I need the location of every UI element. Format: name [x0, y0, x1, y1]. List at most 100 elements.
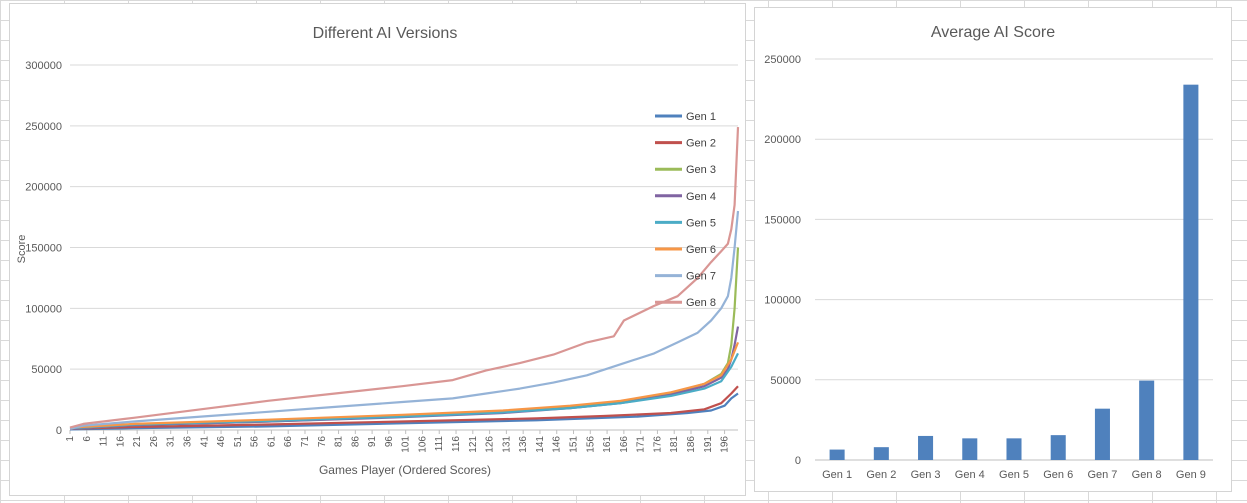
x-tick-label: Gen 3	[911, 469, 941, 481]
y-tick-label: 0	[56, 425, 62, 437]
x-tick-label: 181	[669, 436, 680, 453]
x-tick-label: 126	[485, 436, 496, 453]
x-tick-label: 196	[720, 436, 731, 453]
legend: Gen 1 Gen 2 Gen 3 Gen 4 Gen 5 Gen 6 Gen 7 Gen 8	[655, 111, 716, 309]
x-tick-label: 176	[652, 436, 663, 453]
x-tick-label: 136	[518, 436, 529, 453]
x-tick-label: Gen 4	[955, 469, 985, 481]
y-tick-labels: 0 50000 100000 150000 200000 250000 300000	[25, 60, 62, 437]
line-chart: Different AI Versions Score Games Player…	[16, 25, 740, 477]
legend-entry: Gen 3	[686, 164, 716, 176]
x-tick-label: 71	[300, 436, 311, 448]
y-axis-label: Score	[16, 235, 28, 264]
bar-gen-4	[962, 438, 978, 460]
series-line-gen-2	[69, 385, 739, 430]
x-tick-label: 106	[417, 436, 428, 453]
y-tick-labels: 0 50000 100000 150000 200000 250000	[764, 54, 801, 467]
bar-gen-8	[1139, 380, 1155, 460]
x-tick-label: 96	[384, 436, 395, 448]
y-tick-label: 250000	[764, 54, 801, 66]
series-line-gen-1	[69, 392, 739, 431]
y-tick-label: 0	[795, 455, 801, 467]
x-tick-label: 16	[115, 436, 126, 448]
bar-gen-3	[918, 435, 934, 460]
series-lines	[69, 127, 740, 431]
x-tick-label: 81	[334, 436, 345, 448]
x-tick-label: 61	[266, 436, 277, 448]
x-tick-label: Gen 8	[1132, 469, 1162, 481]
x-tick-label: Gen 7	[1087, 469, 1117, 481]
y-tick-label: 200000	[25, 182, 62, 194]
x-tick-label: 76	[317, 436, 328, 448]
series-line-gen-6	[69, 341, 740, 429]
chart-title: Average AI Score	[931, 24, 1055, 41]
chart-title: Different AI Versions	[313, 25, 458, 42]
x-tick-label: Gen 5	[999, 469, 1029, 481]
x-tick-label: 21	[132, 436, 143, 448]
x-tick-label: 121	[468, 436, 479, 453]
bar-gen-2	[873, 447, 889, 460]
x-tick-label: 186	[686, 436, 697, 453]
x-tick-label: 31	[166, 436, 177, 448]
x-tick-label: 46	[216, 436, 227, 448]
x-tick-labels: 1 6 11 16 21 26 31 36 41 46 51 56 61 66 71 76 81 86 91 96 10…	[65, 430, 731, 453]
y-tick-label: 200000	[764, 134, 801, 146]
x-tick-label: 51	[233, 436, 244, 448]
legend-entry: Gen 4	[686, 191, 716, 203]
y-tick-label: 50000	[770, 375, 801, 387]
x-tick-label: 151	[569, 436, 580, 453]
x-tick-label: 101	[401, 436, 412, 453]
x-tick-label: 111	[434, 436, 445, 452]
x-tick-label: 91	[367, 436, 378, 448]
x-tick-label: 131	[501, 436, 512, 453]
x-tick-label: 56	[250, 436, 261, 448]
legend-entry: Gen 8	[686, 297, 716, 309]
x-tick-labels: Gen 1 Gen 2 Gen 3 Gen 4 Gen 5 Gen 6 Gen 7 Gen 8…	[822, 469, 1206, 481]
y-tick-label: 150000	[764, 214, 801, 226]
y-tick-label: 150000	[25, 243, 62, 255]
bar-chart: Average AI Score 0 50000 100000 150000 20000…	[764, 24, 1213, 481]
x-tick-label: 141	[535, 436, 546, 453]
legend-entry: Gen 6	[686, 244, 716, 256]
x-tick-label: 6	[82, 436, 93, 442]
x-tick-label: Gen 9	[1176, 469, 1206, 481]
y-tick-label: 50000	[31, 364, 62, 376]
x-tick-label: 11	[99, 436, 110, 447]
x-tick-label: Gen 2	[866, 469, 896, 481]
x-tick-label: 166	[619, 436, 630, 453]
x-tick-label: 36	[182, 436, 193, 448]
bars	[829, 84, 1199, 460]
x-tick-label: 26	[149, 436, 160, 448]
x-tick-label: 146	[552, 436, 563, 453]
y-tick-label: 100000	[25, 303, 62, 315]
x-tick-label: 1	[65, 436, 76, 442]
legend-entry: Gen 7	[686, 271, 716, 283]
y-tick-label: 100000	[764, 295, 801, 307]
x-tick-label: 116	[451, 436, 462, 452]
x-tick-label: 161	[602, 436, 613, 453]
x-tick-label: 41	[199, 436, 210, 448]
bar-gen-7	[1094, 408, 1110, 460]
legend-entry: Gen 2	[686, 138, 716, 150]
series-line-gen-8	[69, 127, 740, 429]
x-tick-label: 86	[350, 436, 361, 448]
gridlines	[70, 64, 738, 431]
bar-gen-9	[1183, 84, 1199, 460]
y-tick-label: 250000	[25, 121, 62, 133]
line-chart-panel[interactable]: Different AI Versions Score Games Player…	[9, 3, 746, 496]
x-tick-label: Gen 1	[822, 469, 852, 481]
bar-gen-5	[1006, 438, 1022, 460]
x-tick-label: Gen 6	[1043, 469, 1073, 481]
x-tick-label: 66	[283, 436, 294, 448]
x-tick-label: 191	[703, 436, 714, 453]
x-axis-label: Games Player (Ordered Scores)	[319, 463, 491, 477]
legend-entry: Gen 1	[686, 111, 716, 123]
bar-gen-1	[829, 449, 845, 460]
bar-gen-6	[1050, 435, 1066, 460]
x-tick-label: 171	[636, 436, 647, 453]
bar-chart-panel[interactable]: Average AI Score 0 50000 100000 150000 20000…	[754, 7, 1232, 492]
legend-entry: Gen 5	[686, 217, 716, 229]
series-line-gen-7	[69, 210, 740, 430]
x-tick-label: 156	[585, 436, 596, 453]
y-tick-label: 300000	[25, 60, 62, 72]
